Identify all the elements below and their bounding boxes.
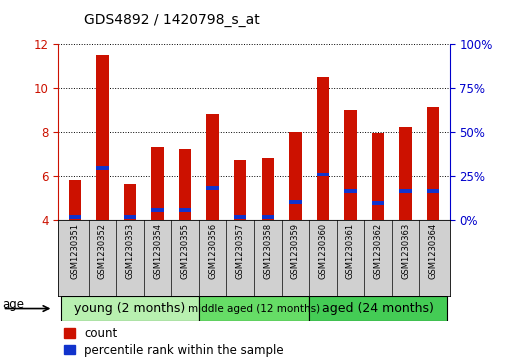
- Legend: count, percentile rank within the sample: count, percentile rank within the sample: [65, 327, 284, 357]
- Bar: [372, 133, 384, 220]
- Bar: [427, 107, 439, 220]
- Bar: [151, 147, 164, 220]
- Text: GSM1230364: GSM1230364: [429, 223, 437, 279]
- Text: GSM1230361: GSM1230361: [346, 223, 355, 279]
- Bar: [316, 172, 329, 176]
- Bar: [179, 208, 192, 212]
- Text: aged (24 months): aged (24 months): [322, 302, 434, 315]
- Bar: [399, 127, 411, 220]
- Text: GDS4892 / 1420798_s_at: GDS4892 / 1420798_s_at: [84, 13, 260, 27]
- Text: GSM1230363: GSM1230363: [401, 223, 410, 279]
- Bar: [344, 110, 357, 220]
- Text: GSM1230357: GSM1230357: [236, 223, 245, 279]
- Bar: [206, 186, 219, 190]
- Text: GSM1230359: GSM1230359: [291, 223, 300, 279]
- Text: GSM1230362: GSM1230362: [373, 223, 383, 279]
- Bar: [289, 200, 302, 204]
- Bar: [234, 215, 246, 219]
- Text: middle aged (12 months): middle aged (12 months): [188, 303, 320, 314]
- Bar: [262, 215, 274, 219]
- Text: GSM1230352: GSM1230352: [98, 223, 107, 279]
- Bar: [199, 296, 309, 321]
- Bar: [97, 54, 109, 220]
- Text: GSM1230358: GSM1230358: [263, 223, 272, 279]
- Text: GSM1230360: GSM1230360: [319, 223, 327, 279]
- Bar: [124, 184, 136, 220]
- Bar: [399, 189, 411, 192]
- Bar: [262, 158, 274, 220]
- Bar: [344, 189, 357, 192]
- Bar: [206, 114, 219, 220]
- Bar: [69, 180, 81, 220]
- Bar: [97, 166, 109, 170]
- Text: GSM1230356: GSM1230356: [208, 223, 217, 279]
- Bar: [124, 215, 136, 219]
- Bar: [427, 189, 439, 192]
- Bar: [179, 149, 192, 220]
- Bar: [372, 201, 384, 205]
- Text: GSM1230355: GSM1230355: [181, 223, 189, 279]
- Bar: [151, 208, 164, 212]
- Bar: [316, 77, 329, 220]
- Text: GSM1230353: GSM1230353: [125, 223, 135, 279]
- Text: young (2 months): young (2 months): [74, 302, 185, 315]
- Bar: [69, 215, 81, 219]
- Bar: [289, 131, 302, 220]
- Bar: [234, 160, 246, 220]
- Bar: [61, 296, 199, 321]
- Bar: [309, 296, 447, 321]
- Text: GSM1230351: GSM1230351: [71, 223, 79, 279]
- Text: GSM1230354: GSM1230354: [153, 223, 162, 279]
- Text: age: age: [3, 298, 24, 311]
